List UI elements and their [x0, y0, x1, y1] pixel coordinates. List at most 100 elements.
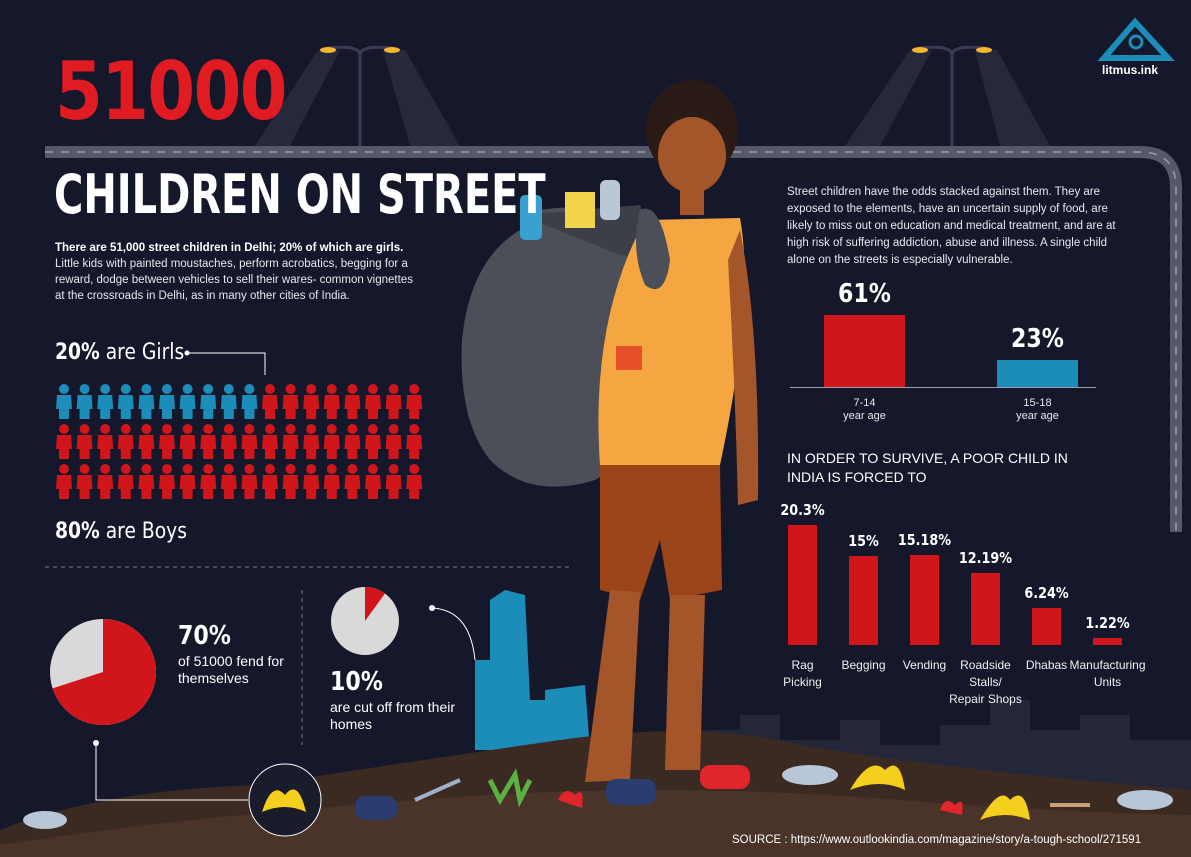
source-link[interactable]: SOURCE : https://www.outlookindia.com/ma…	[732, 834, 1142, 846]
pie-70-chart	[50, 619, 156, 725]
boy-icon	[282, 424, 299, 459]
bar-category-line: Dhabas	[1025, 658, 1068, 672]
bar-category-label: 15-18 year age	[967, 397, 1108, 423]
boy-icon	[262, 464, 278, 499]
boy-icon	[365, 424, 381, 459]
stat10-connector	[431, 607, 476, 661]
boy-icon	[117, 464, 134, 499]
stat70-text: of 51000 fend for themselves	[178, 653, 284, 686]
boy-icon	[323, 384, 340, 419]
boy-icon	[323, 464, 340, 499]
boy-icon	[138, 424, 155, 459]
boy-icon	[385, 424, 402, 459]
boy-icon	[365, 384, 381, 419]
boy-icon	[303, 384, 320, 419]
boy-icon	[282, 464, 299, 499]
bar	[971, 572, 1000, 645]
bar-category-line: Stalls/	[969, 675, 1002, 689]
survive-chart-title: IN ORDER TO SURVIVE, A POOR CHILD IN IND…	[787, 450, 1068, 485]
bar-category-label: Roadside Stalls/Repair Shops	[941, 657, 1030, 708]
boy-icon	[117, 424, 134, 459]
boy-icon	[344, 464, 361, 499]
bar-category-line: Roadside	[960, 658, 1011, 672]
bar-category-line: 7-14	[853, 397, 876, 409]
street-child-illustration	[585, 80, 759, 782]
boy-icon	[179, 464, 196, 499]
stat70-block: 70% of 51000 fend for themselves	[178, 623, 288, 687]
bar	[997, 359, 1078, 387]
survive-bar-chart: 20.3% Rag Picking 15% Begging 15.18% Vending 12…	[780, 490, 1170, 710]
bar-category-line: 15-18	[1023, 397, 1052, 409]
bar-category-label: Begging	[819, 657, 908, 674]
boy-icon	[56, 424, 72, 459]
bar-category-line: Units	[1093, 675, 1122, 689]
boy-icon	[97, 424, 114, 459]
odds-paragraph: Street children have the odds stacked ag…	[787, 186, 1116, 266]
boy-icon	[406, 384, 423, 419]
bar-category-line: year age	[843, 410, 886, 422]
girls-pct: 20%	[55, 340, 100, 365]
bar-value-label: 61%	[838, 279, 891, 309]
intro-paragraph: There are 51,000 street children in Delh…	[55, 240, 425, 304]
intro-bold: There are 51,000 street children in Delh…	[55, 242, 404, 254]
stat10-text: are cut off from their homes	[330, 699, 456, 732]
boy-icon	[56, 464, 72, 499]
stat70-connector	[95, 743, 248, 801]
logo-text[interactable]: litmus.ink	[1102, 63, 1159, 77]
boy-icon	[262, 384, 278, 419]
boy-icon	[138, 464, 155, 499]
girl-icon	[138, 384, 155, 419]
boy-icon	[200, 464, 217, 499]
boy-icon	[385, 384, 402, 419]
bar-value-label: 15%	[848, 532, 879, 551]
bar-category-line: year age	[1016, 410, 1059, 422]
bar-category-line: Rag	[791, 658, 814, 672]
girl-icon	[179, 384, 196, 419]
pie-10-chart	[331, 587, 399, 655]
bar-value-label: 1.22%	[1085, 613, 1130, 632]
boys-text: are Boys	[105, 519, 187, 544]
bar-value-label: 6.24%	[1024, 584, 1069, 603]
bar-category-label: Vending	[880, 657, 969, 674]
boy-icon	[76, 424, 93, 459]
girl-icon	[117, 384, 134, 419]
girls-label: 20% are Girls	[55, 340, 184, 365]
boy-icon	[179, 424, 196, 459]
stat10-block: 10% are cut off from their homes	[330, 669, 460, 733]
bar-category-label: 7-14 year age	[794, 397, 935, 423]
ruined-building	[475, 590, 590, 750]
boy-icon	[303, 424, 320, 459]
bar-category-line: Manufacturing	[1069, 658, 1146, 672]
bar-category-label: Manufacturing Units	[1063, 657, 1152, 691]
boy-icon	[159, 464, 175, 499]
boy-icon	[159, 424, 175, 459]
pie-10-slice	[365, 587, 385, 621]
litmus-logo-icon	[1097, 17, 1175, 61]
girl-icon	[76, 384, 93, 419]
girls-connector	[187, 352, 266, 375]
bar-category-line: Picking	[783, 675, 822, 689]
bar-value-label: 12.19%	[958, 548, 1013, 567]
girl-icon	[159, 384, 175, 419]
bar-category-line: Repair Shops	[949, 692, 1022, 706]
pie-70-slice	[52, 619, 156, 725]
age-bar-chart: 61% 7-14 year age 23% 15-18 year age	[790, 279, 1100, 430]
boy-icon	[241, 464, 258, 499]
bar	[824, 315, 905, 387]
boy-icon	[76, 464, 93, 499]
road-markings	[45, 151, 1177, 532]
girls-text: are Girls	[105, 340, 185, 365]
bar-value-label: 20.3%	[780, 501, 825, 519]
boy-icon	[406, 424, 423, 459]
bar	[788, 525, 817, 645]
litter-items	[23, 765, 1173, 829]
bar-value-label: 15.18%	[897, 531, 952, 550]
bar-value-label: 23%	[1011, 323, 1064, 354]
boy-icon	[365, 464, 381, 499]
street-lamp-left	[255, 45, 460, 146]
boy-icon	[406, 464, 423, 499]
boys-label: 80% are Boys	[55, 519, 187, 544]
boy-icon	[97, 464, 114, 499]
street-lamp-right	[845, 45, 1050, 146]
girl-icon	[56, 384, 72, 419]
